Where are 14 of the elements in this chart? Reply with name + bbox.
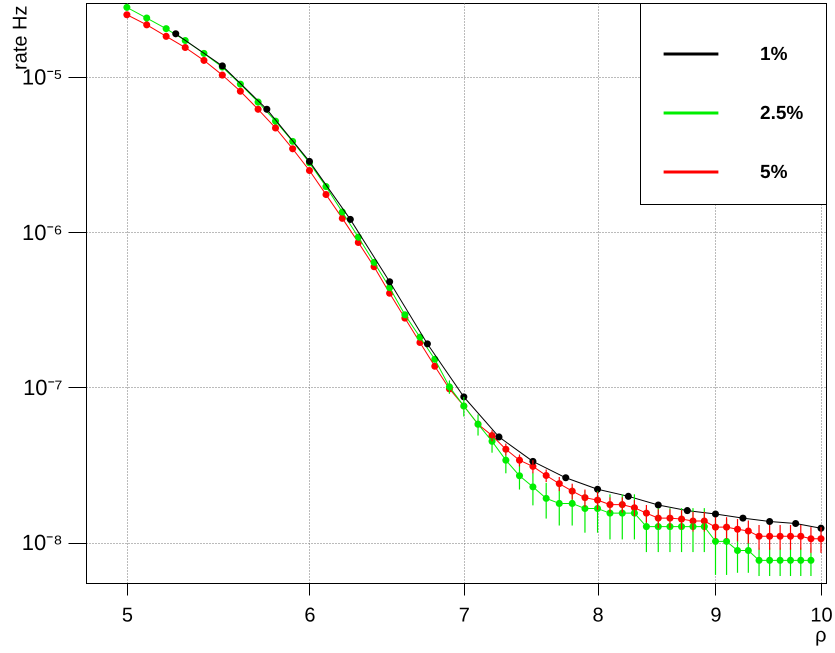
x-tick-label: 6 bbox=[304, 604, 316, 626]
y-tick-label: 10⁻⁶ bbox=[22, 220, 62, 245]
y-tick-label: 10⁻⁷ bbox=[23, 374, 63, 400]
x-tick-label: 8 bbox=[592, 604, 604, 626]
x-tick-label: 7 bbox=[458, 604, 470, 626]
legend-label: 2.5% bbox=[760, 103, 804, 124]
x-tick-label: 10 bbox=[810, 604, 833, 626]
x-tick-label: 5 bbox=[122, 604, 133, 626]
legend-label: 5% bbox=[760, 162, 788, 183]
legend-label: 1% bbox=[760, 44, 788, 65]
x-axis-title: ρ bbox=[815, 624, 826, 646]
y-axis-title: rate Hz bbox=[10, 6, 32, 70]
y-tick-label: 10⁻⁸ bbox=[22, 530, 62, 556]
x-tick-label: 9 bbox=[710, 604, 722, 626]
